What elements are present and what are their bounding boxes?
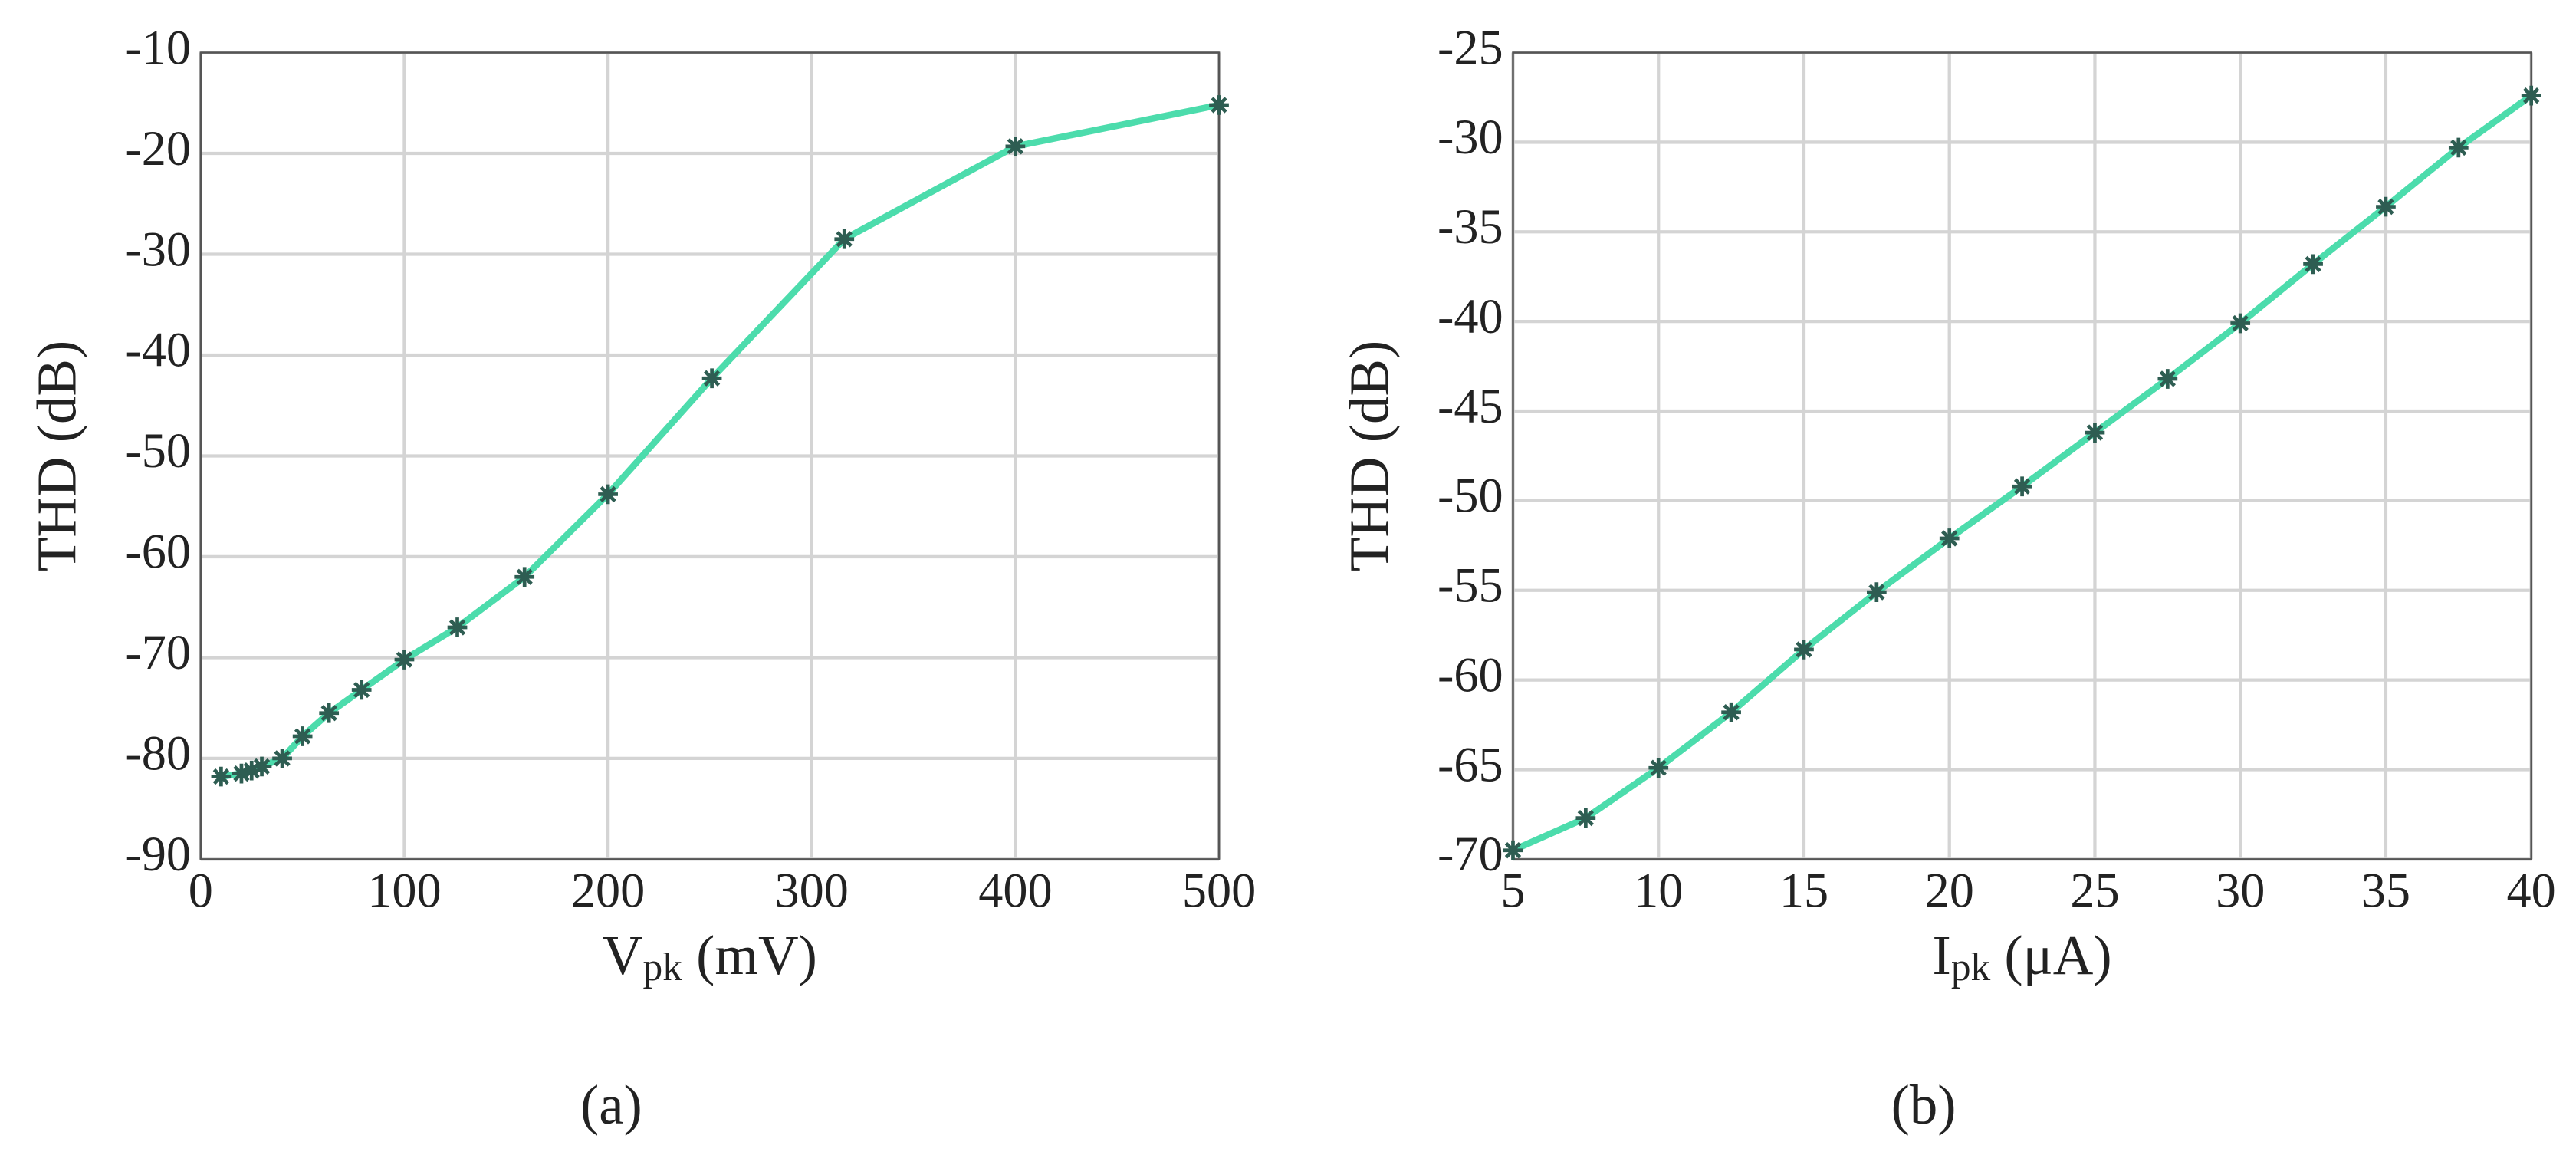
- data-point: [1005, 136, 1026, 156]
- x-tick-label: 35: [2361, 863, 2410, 917]
- y-tick-label: -10: [125, 20, 191, 74]
- plot-frame: [1512, 51, 2532, 860]
- y-tick-label: -50: [1438, 469, 1503, 523]
- data-point: [272, 749, 292, 768]
- x-label-unit: (mV): [682, 924, 817, 986]
- y-tick-label: -20: [125, 121, 191, 176]
- y-tick-label: -70: [1438, 827, 1503, 881]
- x-tick-label: 20: [1925, 863, 1974, 917]
- y-tick-label: -35: [1438, 199, 1503, 254]
- plot-frame: [199, 51, 1221, 860]
- panel-caption: (b): [1891, 1074, 1957, 1136]
- data-point: [1721, 702, 1741, 722]
- data-point: [394, 650, 415, 670]
- x-label-sub: pk: [1951, 946, 1991, 989]
- x-label-main: I: [1933, 924, 1951, 986]
- data-point: [598, 484, 618, 505]
- y-tick-label: -70: [125, 625, 191, 680]
- data-point: [1576, 808, 1596, 828]
- data-line: [1511, 93, 2534, 854]
- panel-caption: (a): [580, 1074, 642, 1136]
- x-tick-label: 400: [978, 863, 1052, 917]
- y-tick-label: -40: [125, 323, 191, 377]
- data-point: [834, 229, 855, 249]
- data-point: [1209, 95, 1229, 115]
- data-point: [2448, 137, 2469, 158]
- x-tick-label: 5: [1500, 863, 1525, 917]
- data-point: [1866, 582, 1887, 602]
- data-point: [211, 766, 232, 787]
- x-label-sub: pk: [643, 946, 683, 989]
- data-point: [702, 368, 722, 389]
- x-tick-label: 500: [1182, 863, 1256, 917]
- y-axis-label: THD (dB): [1338, 341, 1400, 571]
- y-tick-label: -80: [125, 726, 191, 781]
- data-point: [251, 756, 272, 777]
- x-tick-label: 30: [2216, 863, 2265, 917]
- y-tick-label: -40: [1438, 289, 1503, 344]
- data-point: [1648, 758, 1669, 778]
- x-axis-label: Ipk (μA): [1933, 924, 2112, 989]
- x-axis-label: Vpk (mV): [603, 924, 817, 989]
- data-line: [220, 101, 1220, 780]
- data-point: [1503, 840, 1523, 860]
- x-label-unit: (μA): [1990, 924, 2111, 986]
- y-tick-label: -60: [1438, 647, 1503, 702]
- y-tick-label: -90: [125, 827, 191, 881]
- x-tick-label: 100: [367, 863, 441, 917]
- x-tick-label: 200: [571, 863, 645, 917]
- x-tick-label: 40: [2507, 863, 2556, 917]
- data-point: [242, 760, 262, 781]
- y-tick-label: -30: [1438, 110, 1503, 164]
- data-point: [2376, 196, 2396, 217]
- data-point: [1939, 528, 1960, 548]
- x-tick-label: 0: [189, 863, 213, 917]
- data-point: [514, 567, 535, 587]
- data-point: [2012, 476, 2032, 497]
- y-tick-label: -60: [125, 525, 191, 579]
- data-point: [292, 726, 313, 746]
- data-point: [232, 763, 251, 784]
- x-tick-label: 15: [1779, 863, 1829, 917]
- y-tick-label: -50: [125, 423, 191, 478]
- data-point: [319, 703, 340, 723]
- data-point: [1794, 640, 1814, 660]
- data-point: [2303, 254, 2323, 275]
- y-tick-label: -25: [1438, 20, 1503, 74]
- data-point: [2085, 423, 2105, 443]
- data-point: [2230, 313, 2251, 334]
- x-tick-label: 25: [2070, 863, 2119, 917]
- data-point: [2157, 369, 2178, 389]
- data-point: [2521, 85, 2542, 106]
- x-tick-label: 300: [775, 863, 849, 917]
- y-tick-label: -30: [125, 222, 191, 276]
- y-tick-label: -45: [1438, 379, 1503, 433]
- y-tick-label: -65: [1438, 737, 1503, 791]
- x-label-main: V: [603, 924, 643, 986]
- y-axis-label: THD (dB): [26, 341, 88, 571]
- y-tick-label: -55: [1438, 558, 1503, 613]
- x-tick-label: 10: [1634, 863, 1683, 917]
- data-point: [351, 680, 372, 700]
- data-point: [447, 617, 468, 637]
